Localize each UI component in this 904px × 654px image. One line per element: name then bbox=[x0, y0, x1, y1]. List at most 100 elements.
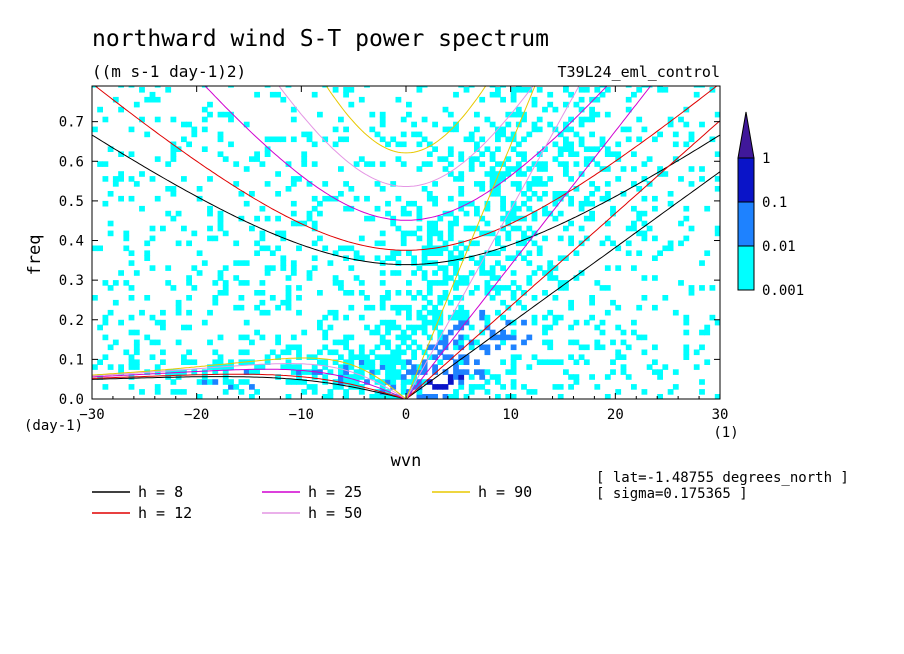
power-cell bbox=[249, 225, 255, 232]
power-cell bbox=[652, 275, 658, 281]
power-cell bbox=[631, 319, 637, 326]
power-cell bbox=[552, 295, 559, 301]
power-cell bbox=[296, 364, 302, 370]
power-cell bbox=[515, 299, 522, 306]
power-cell bbox=[290, 210, 297, 217]
power-cell bbox=[306, 210, 313, 217]
power-cell bbox=[259, 299, 266, 306]
power-cell bbox=[154, 384, 161, 390]
power-cell bbox=[604, 181, 611, 187]
power-cell bbox=[112, 96, 119, 103]
power-cell bbox=[426, 151, 433, 157]
power-cell bbox=[406, 111, 412, 118]
power-cell bbox=[133, 329, 140, 336]
power-cell bbox=[181, 121, 187, 128]
power-cell bbox=[500, 215, 506, 222]
power-cell bbox=[207, 111, 213, 118]
power-cell bbox=[280, 96, 287, 103]
power-cell bbox=[442, 156, 449, 162]
power-field bbox=[92, 86, 720, 399]
power-cell bbox=[495, 374, 501, 380]
power-cell bbox=[426, 354, 433, 360]
power-cell bbox=[594, 324, 601, 331]
power-cell bbox=[390, 215, 397, 222]
power-cell bbox=[563, 141, 569, 148]
power-cell bbox=[615, 324, 622, 331]
legend-label: h = 25 bbox=[308, 483, 362, 501]
power-cell bbox=[207, 210, 213, 217]
power-cell bbox=[259, 280, 266, 286]
power-cell bbox=[411, 121, 417, 128]
power-cell bbox=[338, 339, 344, 346]
power-cell bbox=[306, 270, 313, 276]
power-cell bbox=[118, 106, 124, 113]
power-cell bbox=[400, 334, 407, 341]
power-cell bbox=[495, 334, 501, 341]
power-cell bbox=[536, 181, 543, 187]
power-cell bbox=[369, 359, 376, 365]
power-cell bbox=[479, 329, 486, 336]
power-cell bbox=[453, 285, 459, 291]
power-cell bbox=[400, 374, 407, 380]
power-cell bbox=[447, 230, 454, 237]
power-cell bbox=[322, 245, 329, 252]
power-cell bbox=[264, 245, 271, 252]
power-cell bbox=[688, 225, 695, 232]
power-cell bbox=[249, 191, 255, 197]
power-cell bbox=[275, 91, 281, 98]
power-cell bbox=[254, 369, 260, 375]
power-cell bbox=[201, 319, 208, 326]
power-cell bbox=[547, 275, 554, 281]
power-cell bbox=[306, 384, 313, 390]
power-cell bbox=[604, 374, 611, 380]
power-cell bbox=[463, 334, 470, 341]
power-cell bbox=[112, 181, 119, 187]
power-cell bbox=[348, 359, 355, 365]
power-cell bbox=[406, 309, 412, 316]
power-cell bbox=[400, 210, 407, 217]
power-cell bbox=[521, 304, 527, 311]
power-cell bbox=[201, 146, 208, 152]
power-cell bbox=[510, 87, 517, 93]
power-cell bbox=[421, 394, 428, 399]
power-cell bbox=[641, 389, 648, 395]
power-cell bbox=[505, 235, 512, 242]
power-cell bbox=[526, 389, 533, 395]
power-cell bbox=[379, 304, 386, 311]
power-cell bbox=[531, 121, 538, 128]
power-cell bbox=[249, 359, 255, 365]
power-cell bbox=[463, 275, 470, 281]
power-cell bbox=[228, 111, 234, 118]
power-cell bbox=[474, 156, 480, 162]
power-cell bbox=[495, 91, 501, 98]
power-cell bbox=[463, 309, 470, 316]
power-cell bbox=[249, 384, 255, 390]
power-cell bbox=[133, 181, 140, 187]
power-cell bbox=[557, 314, 564, 321]
power-cell bbox=[426, 280, 433, 286]
power-cell bbox=[133, 270, 140, 276]
power-cell bbox=[479, 369, 486, 375]
power-cell bbox=[583, 319, 590, 326]
power-cell bbox=[217, 354, 224, 360]
power-cell bbox=[390, 369, 397, 375]
power-cell bbox=[447, 255, 454, 261]
power-cell bbox=[149, 339, 156, 346]
power-cell bbox=[395, 324, 402, 331]
power-cell bbox=[495, 161, 501, 167]
power-cell bbox=[374, 329, 381, 336]
power-cell bbox=[416, 131, 423, 138]
power-cell bbox=[453, 126, 459, 133]
power-cell bbox=[369, 111, 376, 118]
power-cell bbox=[233, 181, 240, 187]
power-cell bbox=[348, 265, 355, 271]
power-cell bbox=[139, 205, 145, 212]
power-cell bbox=[400, 141, 407, 148]
power-cell bbox=[437, 235, 444, 242]
power-cell bbox=[610, 210, 616, 217]
power-cell bbox=[301, 379, 308, 385]
power-cell bbox=[484, 220, 491, 227]
power-cell bbox=[615, 141, 622, 148]
power-cell bbox=[589, 131, 595, 138]
